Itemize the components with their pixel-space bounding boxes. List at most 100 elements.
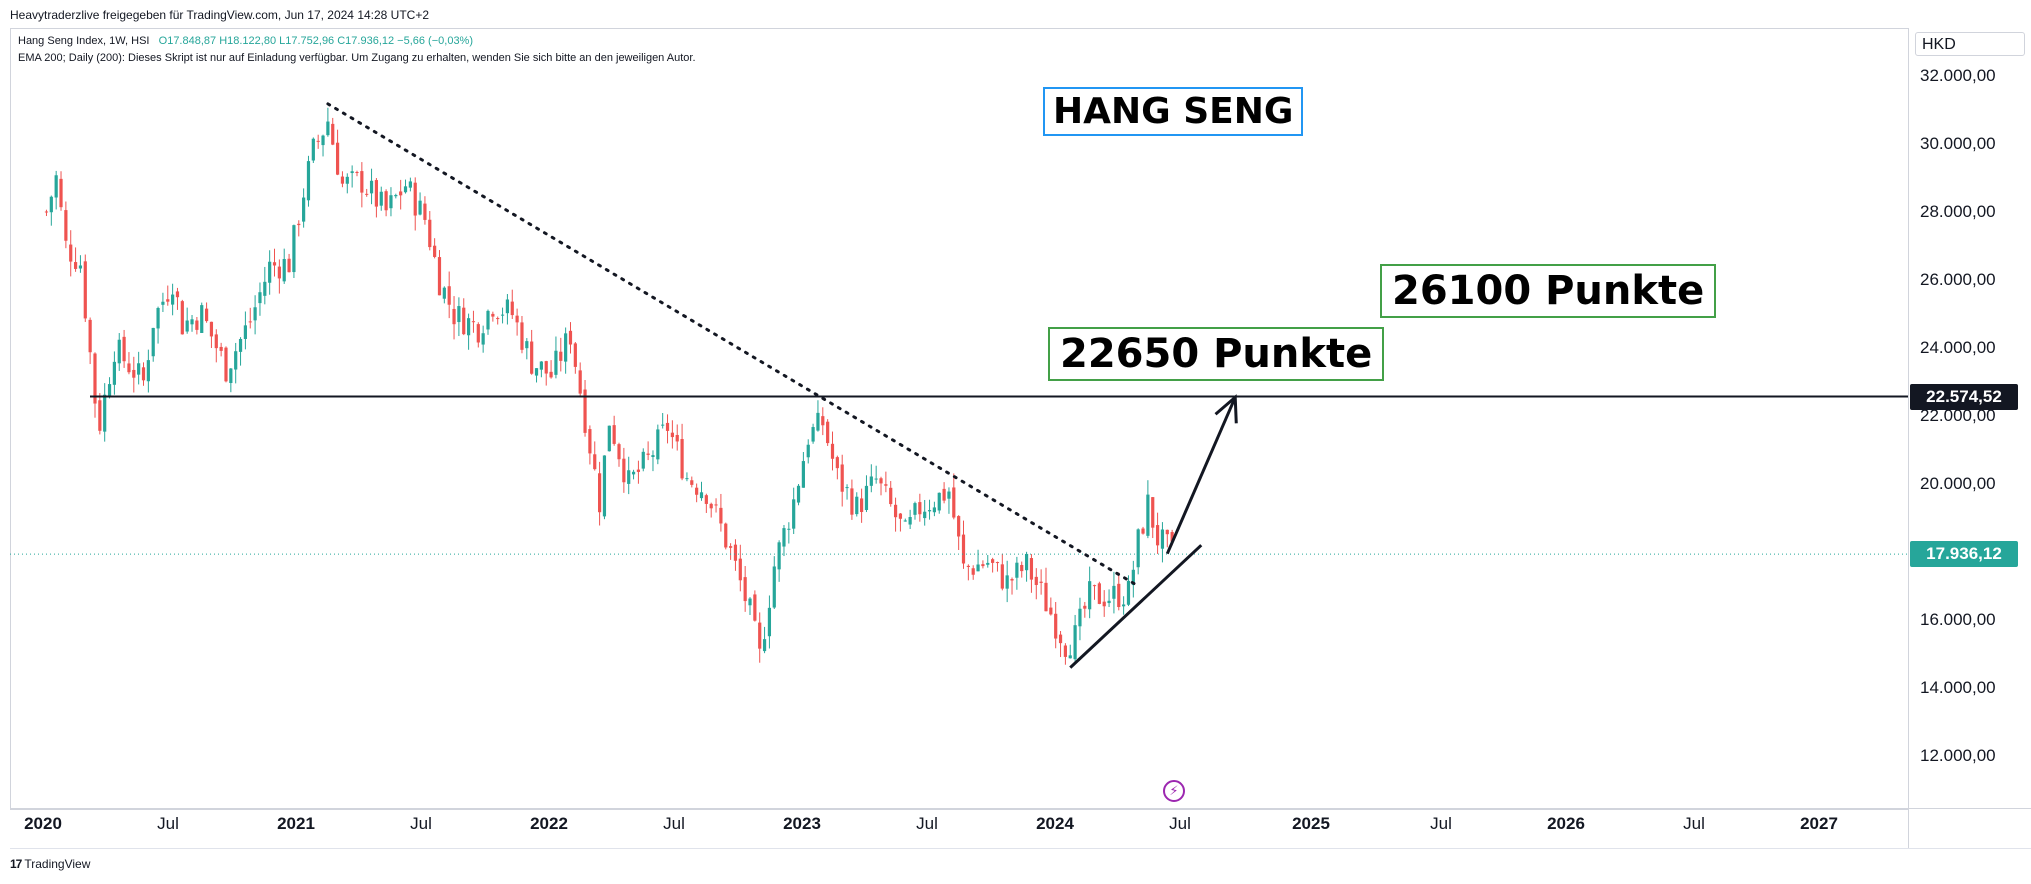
candle-body bbox=[185, 320, 189, 332]
flash-icon[interactable]: ⚡ bbox=[1163, 780, 1185, 802]
candle-body bbox=[321, 135, 325, 146]
candle-body bbox=[986, 562, 990, 565]
level-price-tag: 22.574,52 bbox=[1910, 384, 2018, 410]
candle-body bbox=[534, 368, 539, 376]
candle-body bbox=[408, 181, 412, 188]
price-tick: 14.000,00 bbox=[1920, 678, 1996, 697]
indicator-legend[interactable]: EMA 200; Daily (200): Dieses Skript ist … bbox=[18, 52, 696, 64]
candle-body bbox=[889, 487, 893, 505]
candle-body bbox=[733, 544, 738, 561]
candle-body bbox=[209, 321, 214, 337]
candle-body bbox=[1097, 583, 1101, 604]
candle-body bbox=[777, 542, 781, 570]
candle-body bbox=[937, 492, 941, 511]
candle-body bbox=[932, 507, 936, 513]
candle-body bbox=[107, 384, 112, 398]
candle-body bbox=[670, 432, 674, 438]
candle-body bbox=[466, 318, 471, 336]
candle-body bbox=[234, 351, 238, 370]
price-tick: 16.000,00 bbox=[1920, 610, 1996, 629]
projection-arrow[interactable] bbox=[1165, 394, 1238, 555]
candle-body bbox=[617, 444, 621, 460]
candle-body bbox=[287, 258, 291, 273]
candle-body bbox=[452, 308, 456, 325]
candle-body bbox=[636, 469, 641, 472]
last-price-tag: 17.936,12 bbox=[1910, 541, 2018, 567]
time-tick: Jul bbox=[157, 814, 179, 833]
candle-body bbox=[457, 306, 461, 323]
candle-body bbox=[44, 211, 49, 213]
candle-body bbox=[651, 455, 655, 458]
candle-body bbox=[127, 363, 131, 373]
chart-title-annotation[interactable]: HANG SENG bbox=[1043, 87, 1304, 136]
candle-body bbox=[753, 594, 757, 621]
candle-body bbox=[49, 196, 53, 213]
candle-body bbox=[699, 492, 704, 499]
candle-body bbox=[942, 488, 946, 501]
time-tick: Jul bbox=[916, 814, 938, 833]
candle-body bbox=[369, 180, 374, 194]
candle-body bbox=[665, 422, 670, 431]
candle-body bbox=[360, 171, 364, 193]
candle-body bbox=[957, 516, 961, 537]
candle-body bbox=[428, 219, 432, 248]
candle-body bbox=[384, 191, 388, 211]
candle-body bbox=[389, 195, 393, 209]
candle-body bbox=[661, 424, 665, 426]
candle-body bbox=[311, 138, 315, 161]
candle-body bbox=[1092, 585, 1097, 587]
candle-body bbox=[112, 361, 116, 385]
candle-body bbox=[277, 266, 281, 279]
candle-body bbox=[1126, 580, 1131, 605]
candle-body bbox=[845, 487, 849, 489]
target-1-annotation[interactable]: 22650 Punkte bbox=[1048, 327, 1385, 381]
candle-body bbox=[1151, 497, 1155, 528]
candle-body bbox=[219, 346, 223, 351]
candle-body bbox=[923, 511, 927, 519]
candle-body bbox=[898, 513, 903, 519]
tradingview-logo[interactable]: 17 TradingView bbox=[10, 857, 90, 871]
candle-body bbox=[204, 308, 209, 322]
candle-body bbox=[1112, 585, 1116, 599]
candle-body bbox=[908, 517, 912, 525]
price-tick: 20.000,00 bbox=[1920, 474, 1996, 493]
candle-body bbox=[331, 123, 335, 145]
time-axis-separator bbox=[10, 808, 2031, 809]
target-2-annotation[interactable]: 26100 Punkte bbox=[1380, 264, 1717, 318]
candle-body bbox=[403, 186, 408, 193]
candle-body bbox=[141, 367, 146, 381]
time-tick: Jul bbox=[1169, 814, 1191, 833]
candle-body bbox=[690, 480, 694, 485]
candle-body bbox=[214, 334, 218, 349]
candle-body bbox=[1063, 645, 1067, 657]
symbol-name[interactable]: Hang Seng Index, 1W, HSI bbox=[18, 35, 150, 47]
candle-body bbox=[738, 558, 742, 581]
candle-body bbox=[743, 577, 747, 602]
candle-body bbox=[1083, 605, 1087, 609]
price-tick: 12.000,00 bbox=[1920, 746, 1996, 765]
candle-body bbox=[447, 286, 451, 305]
candle-body bbox=[520, 322, 524, 350]
candle-body bbox=[801, 461, 805, 488]
chart-pane[interactable] bbox=[10, 28, 1909, 810]
candle-body bbox=[719, 507, 723, 524]
candle-body bbox=[1155, 525, 1160, 546]
candle-body bbox=[481, 333, 485, 345]
candle-body bbox=[729, 546, 733, 548]
candle-body bbox=[1029, 558, 1034, 580]
candle-body bbox=[709, 503, 713, 509]
candle-body bbox=[1068, 655, 1072, 659]
candle-body bbox=[98, 400, 102, 431]
price-tick: 26.000,00 bbox=[1920, 270, 1996, 289]
publish-info: Heavytraderzlive freigegeben für Trading… bbox=[10, 8, 430, 22]
candle-body bbox=[568, 330, 573, 345]
candle-body bbox=[69, 244, 73, 262]
time-tick: Jul bbox=[1683, 814, 1705, 833]
candle-body bbox=[1088, 581, 1092, 610]
candle-body bbox=[913, 503, 917, 515]
symbol-legend[interactable]: Hang Seng Index, 1W, HSI O17.848,87 H18.… bbox=[18, 35, 473, 47]
currency-label[interactable]: HKD bbox=[1915, 32, 2025, 56]
uptrend-line[interactable] bbox=[1069, 544, 1203, 669]
downtrend-line[interactable] bbox=[326, 102, 1140, 588]
